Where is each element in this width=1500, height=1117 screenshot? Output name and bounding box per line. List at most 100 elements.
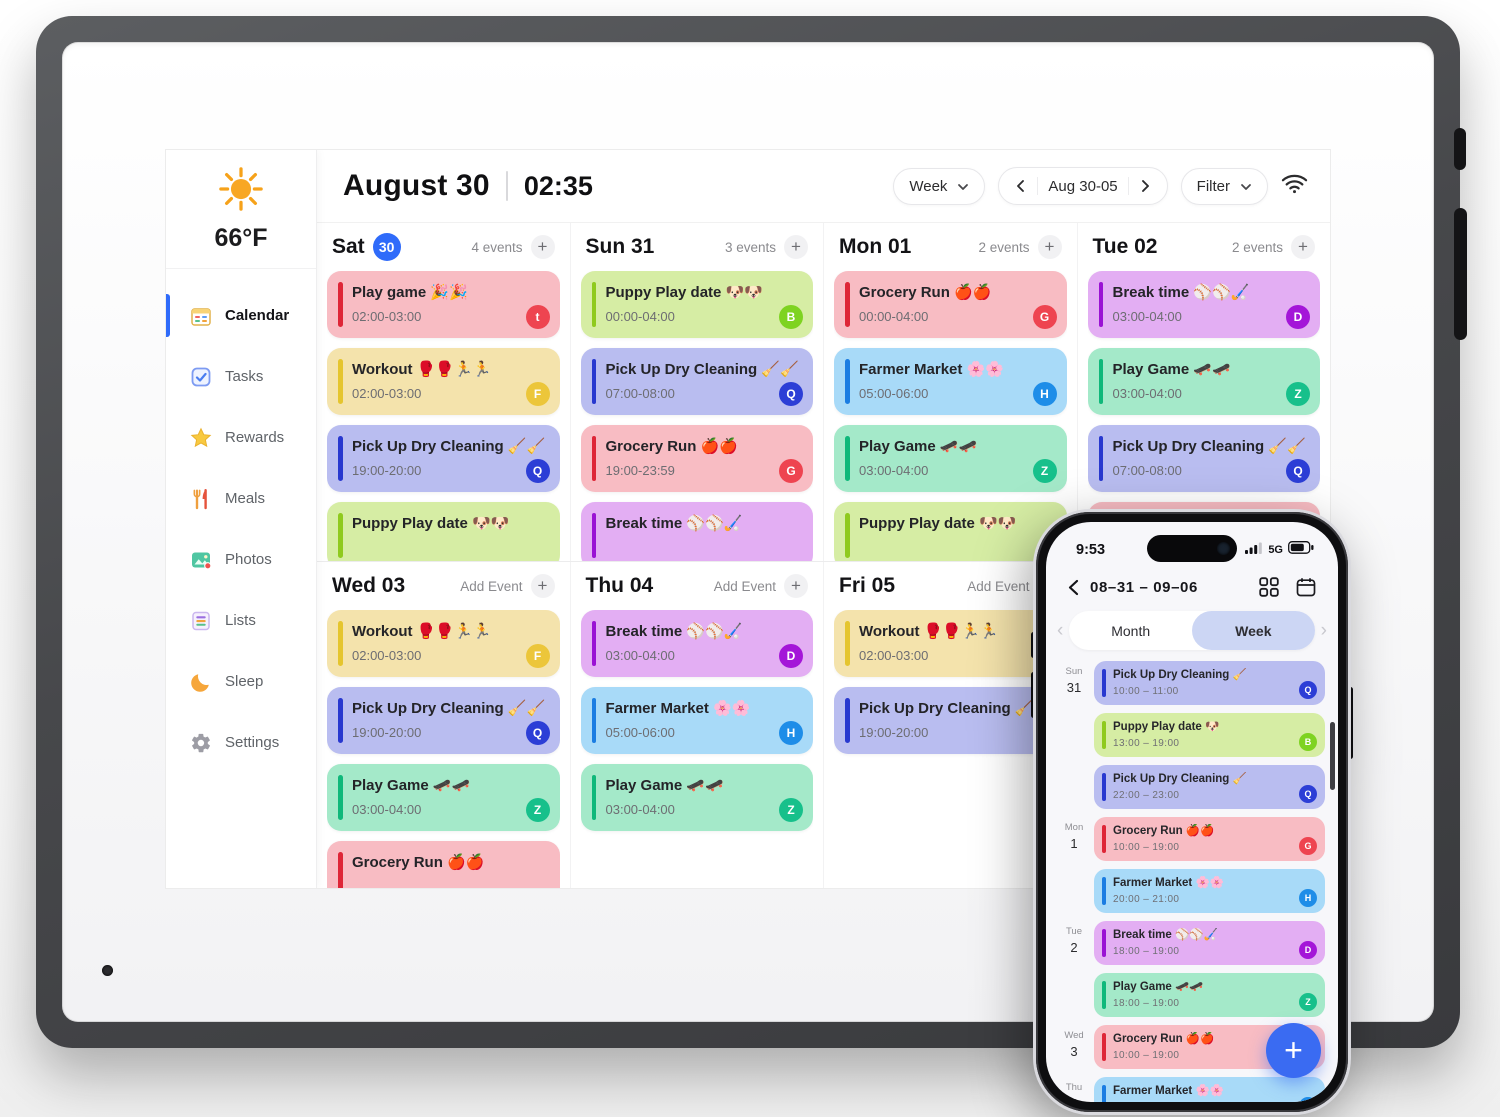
sidebar-item-lists[interactable]: Lists [166,590,316,651]
event-card[interactable]: Play Game 🛹🛹 03:00-04:00 Z [327,764,560,831]
day-header: Sat 30 4 events + [327,223,560,271]
phone-status-bar: 9:53 5G [1046,522,1338,570]
phone-event-card[interactable]: Pick Up Dry Cleaning 🧹 10:00 – 11:00 Q [1094,661,1325,705]
event-owner-badge: G [1032,305,1057,329]
event-card[interactable]: Workout 🥊🥊🏃🏃 02:00-03:00 F [327,610,560,677]
event-card[interactable]: Puppy Play date 🐶🐶 [834,502,1067,561]
day-label: Tue 02 [1092,235,1158,258]
event-card[interactable]: Workout 🥊🥊🏃🏃 02:00-03:00 F [327,348,560,415]
sidebar-item-sleep[interactable]: Sleep [166,651,316,712]
event-card[interactable]: Play Game 🛹🛹 03:00-04:00 Z [834,425,1067,492]
event-color-bar [338,359,343,404]
event-card[interactable]: Break time ⚾⚾🏑 03:00-04:00 D [1087,271,1320,338]
event-card[interactable]: Break time ⚾⚾🏑 [580,502,813,561]
sidebar-item-tasks[interactable]: Tasks [166,346,316,407]
event-card[interactable]: Puppy Play date 🐶🐶 00:00-04:00 B [580,271,813,338]
event-title: Break time ⚾⚾🏑 [605,623,743,640]
event-color-bar [338,775,343,820]
event-title: Farmer Market 🌸🌸 [859,361,1004,378]
day-column-wed: Wed 03 Add Event + Workout 🥊🥊🏃🏃 02:00-03:00 F… [317,562,571,888]
event-card[interactable]: Pick Up Dry Cleaning 🧹🧹 19:00-20:00 Q [327,425,560,492]
day-column-mon: Mon 01 2 events + Grocery Run 🍎🍎 00:00-04:00… [824,223,1078,561]
event-time: 03:00-04:00 [1112,386,1182,401]
event-card[interactable]: Play Game 🛹🛹 03:00-04:00 Z [580,764,813,831]
event-body: Play Game 🛹🛹 03:00-04:00 [859,437,1053,479]
phone-event-row: Puppy Play date 🐶 13:00 – 19:00 B [1054,713,1325,757]
event-title: Puppy Play date 🐶🐶 [605,284,763,301]
event-card[interactable]: Pick Up Dry Cleaning 🧹🧹 07:00-08:00 Q [1087,425,1320,492]
event-color-bar [1102,1033,1106,1061]
prev-week-button[interactable] [1014,179,1027,193]
event-card[interactable]: Play Game 🛹🛹 03:00-04:00 Z [1087,348,1320,415]
event-title: Play Game 🛹🛹 [352,777,471,794]
scrollbar[interactable] [1330,722,1335,790]
phone-event-card[interactable]: Pick Up Dry Cleaning 🧹 22:00 – 23:00 Q [1094,765,1325,809]
event-card[interactable]: Play game 🎉🎉 02:00-03:00 t [327,271,560,338]
sidebar-item-label: Sleep [225,673,264,690]
filter-label: Filter [1196,177,1230,195]
event-card[interactable]: Puppy Play date 🐶🐶 [327,502,560,561]
sidebar-item-settings[interactable]: Settings [166,712,316,773]
grid-view-icon[interactable] [1257,577,1281,597]
view-mode-dropdown[interactable]: Week [893,167,986,205]
tab-week[interactable]: Week [1192,611,1315,650]
prev-period-chevron[interactable]: ‹ [1057,620,1064,641]
event-title: Grocery Run 🍎🍎 [1113,825,1215,837]
event-time: 10:00 – 11:00 [1113,686,1179,697]
phone-day-number: 3 [1070,1044,1078,1059]
add-event-button[interactable]: + [1291,235,1315,259]
chevron-down-icon [957,178,969,195]
date-range-navigator: Aug 30-05 [998,167,1168,205]
sidebar-item-calendar[interactable]: Calendar [166,285,316,346]
temperature: 66°F [214,223,268,252]
day-events: Workout 🥊🥊🏃🏃 02:00-03:00 F Pick Up Dry Clea… [327,610,560,888]
next-period-chevron[interactable]: › [1320,620,1327,641]
phone-event-card[interactable]: Farmer Market 🌸🌸20:00 – 21:00H [1094,1077,1325,1102]
event-body: Break time ⚾⚾🏑 03:00-04:00 [606,622,800,664]
battery-icon [1288,541,1314,559]
add-event-button[interactable]: + [784,235,808,259]
add-event-fab[interactable]: + [1266,1023,1321,1078]
event-card[interactable]: Break time ⚾⚾🏑 03:00-04:00 D [580,610,813,677]
event-color-bar [845,436,850,481]
event-body: Pick Up Dry Cleaning 🧹🧹 19:00-20:00 [352,437,546,479]
event-card[interactable]: Grocery Run 🍎🍎 [327,841,560,888]
next-week-button[interactable] [1139,179,1152,193]
phone-event-card[interactable]: Grocery Run 🍎🍎 10:00 – 19:00 G [1094,817,1325,861]
add-event-button[interactable]: + [530,574,555,598]
phone-event-card[interactable]: Play Game 🛹🛹 18:00 – 19:00 Z [1094,973,1325,1017]
event-title: Puppy Play date 🐶🐶 [859,515,1017,532]
calendar-view-icon[interactable] [1294,577,1318,597]
event-owner-badge: F [525,382,550,406]
event-card[interactable]: Farmer Market 🌸🌸 05:00-06:00 H [580,687,813,754]
back-button[interactable] [1066,579,1081,596]
event-color-bar [1098,359,1103,404]
add-event-button[interactable]: + [530,235,555,259]
tab-month[interactable]: Month [1111,622,1151,639]
phone-event-card[interactable]: Puppy Play date 🐶 13:00 – 19:00 B [1094,713,1325,757]
sidebar-item-rewards[interactable]: Rewards [166,407,316,468]
event-card[interactable]: Farmer Market 🌸🌸 05:00-06:00 H [834,348,1067,415]
view-switcher: ‹ Month Week › [1046,604,1338,658]
event-title: Play game 🎉🎉 [352,284,468,301]
event-title: Play Game 🛹🛹 [605,777,724,794]
phone-screen: 9:53 5G 08–31 – 09–06 ‹ Month [1046,522,1338,1102]
phone-event-card[interactable]: Break time ⚾⚾🏑 18:00 – 19:00 D [1094,921,1325,965]
event-body: Grocery Run 🍎🍎 00:00-04:00 [859,283,1053,325]
event-body: Play Game 🛹🛹 03:00-04:00 [352,776,546,818]
phone-event-row: Play Game 🛹🛹 18:00 – 19:00 Z [1054,973,1325,1017]
event-card[interactable]: Grocery Run 🍎🍎 19:00-23:59 G [580,425,813,492]
event-color-bar [591,775,596,820]
sidebar-item-meals[interactable]: Meals [166,468,316,529]
sidebar-item-photos[interactable]: Photos [166,529,316,590]
event-card[interactable]: Pick Up Dry Cleaning 🧹🧹 19:00-20:00 Q [327,687,560,754]
event-card[interactable]: Pick Up Dry Cleaning 🧹🧹 07:00-08:00 Q [580,348,813,415]
filter-dropdown[interactable]: Filter [1180,167,1268,205]
event-owner-badge: Q [1286,459,1310,483]
event-title: Workout 🥊🥊🏃🏃 [859,623,999,640]
add-event-button[interactable]: + [1037,235,1062,259]
event-color-bar [1102,773,1106,801]
event-card[interactable]: Grocery Run 🍎🍎 00:00-04:00 G [834,271,1067,338]
add-event-button[interactable]: + [784,574,808,598]
